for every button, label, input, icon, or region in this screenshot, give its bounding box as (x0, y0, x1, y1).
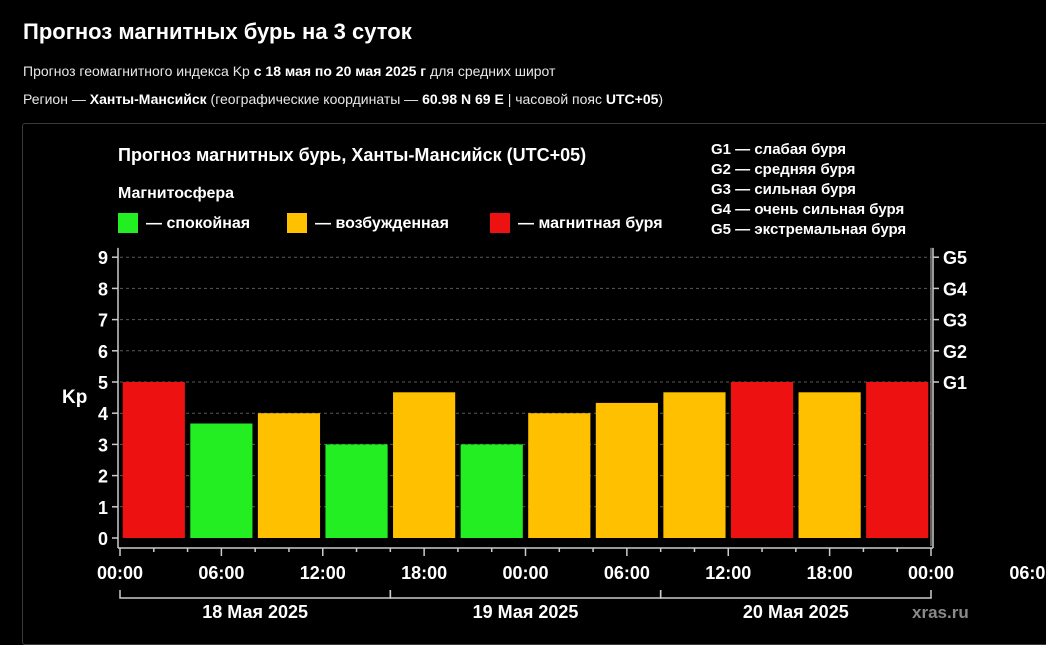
y-tick-label: 9 (98, 248, 108, 268)
day-bracket (119, 590, 392, 599)
x-tick-label: 12:00 (300, 563, 346, 583)
region-timezone: UTC+05 (605, 91, 659, 107)
subtitle-suffix: для средних широт (426, 63, 556, 79)
g-scale-g2: G2 — средняя буря (711, 161, 855, 178)
kp-bar (190, 423, 253, 538)
kp-forecast-chart: Прогноз магнитных бурь, Ханты-Мансийск (… (62, 141, 1046, 622)
region-name: Ханты-Мансийск (89, 91, 207, 107)
g-scale-g3: G3 — сильная буря (711, 181, 856, 198)
y-tick-label: 8 (98, 279, 108, 299)
kp-bar (528, 413, 591, 538)
x-tick-label: 06:00 (198, 563, 244, 583)
chart-title: Прогноз магнитных бурь, Ханты-Мансийск (… (118, 145, 586, 165)
kp-bar (122, 382, 185, 538)
y-tick-label: 5 (98, 373, 108, 393)
g-tick-label: G4 (943, 279, 967, 299)
legend-label-calm: — спокойная (146, 215, 250, 232)
x-tick-label: 18:00 (807, 563, 853, 583)
y-axis-label: Kp (62, 387, 87, 408)
subtitle-dates: с 18 мая по 20 мая 2025 г (253, 63, 427, 79)
kp-bar (663, 392, 726, 538)
region-close: ) (658, 91, 664, 107)
watermark: xras.ru (912, 603, 969, 622)
legend-title: Магнитосфера (118, 185, 234, 202)
y-tick-label: 4 (98, 404, 108, 424)
axes: 0 1 2 3 4 5 6 7 8 9 G1 G2 G3 G4 G5 00:00 06:00 12:00 18:00… (97, 247, 1046, 622)
g-tick-label: G1 (943, 373, 967, 393)
y-tick-label: 1 (98, 498, 108, 518)
grid-lines (120, 247, 932, 546)
g-scale-g1: G1 — слабая буря (711, 141, 846, 158)
legend-label-excited: — возбужденная (315, 215, 449, 232)
g-tick-label: G2 (943, 342, 967, 362)
x-tick-label: 00:00 (502, 563, 548, 583)
x-tick-label: 06:00 (604, 563, 650, 583)
legend-swatch-calm (118, 213, 138, 233)
g-tick-label: G5 (943, 248, 967, 268)
page-title: Прогноз магнитных бурь на 3 суток (23, 19, 412, 44)
bars (122, 382, 929, 538)
kp-bar (595, 402, 658, 538)
subtitle-prefix: Прогноз геомагнитного индекса Kp (23, 63, 254, 79)
legend-swatch-excited (287, 213, 307, 233)
region-coords: 60.98 N 69 E (422, 91, 504, 107)
y-tick-label: 2 (98, 467, 108, 487)
g-tick-label: G3 (943, 311, 967, 331)
y-tick-label: 7 (98, 311, 108, 331)
region-line: Регион — Ханты-Мансийск (географические … (23, 91, 663, 107)
y-tick-label: 0 (98, 529, 108, 549)
g-scale-g5: G5 — экстремальная буря (711, 221, 906, 238)
day-label: 19 Мая 2025 (473, 602, 579, 622)
kp-bar (798, 392, 861, 538)
kp-bar (460, 444, 523, 538)
kp-bar (730, 382, 794, 538)
kp-bar (866, 382, 929, 538)
day-label: 20 Мая 2025 (743, 602, 849, 622)
kp-bar (325, 444, 388, 538)
kp-bar (257, 413, 321, 538)
y-tick-label: 3 (98, 435, 108, 455)
x-tick-label: 06:00 (1009, 563, 1046, 583)
x-tick-label: 00:00 (97, 563, 143, 583)
day-label: 18 Мая 2025 (202, 602, 308, 622)
legend-label-storm: — магнитная буря (518, 215, 663, 232)
legend-swatch-storm (490, 213, 510, 233)
kp-bar (393, 392, 456, 538)
g-scale-g4: G4 — очень сильная буря (711, 201, 904, 218)
day-bracket (389, 590, 662, 599)
x-tick-label: 18:00 (401, 563, 447, 583)
y-tick-label: 6 (98, 342, 108, 362)
region-coords-prefix: (географические координаты — (206, 91, 423, 107)
page-subtitle: Прогноз геомагнитного индекса Kp с 18 ма… (23, 63, 555, 79)
day-bracket (659, 590, 932, 599)
x-tick-label: 12:00 (705, 563, 751, 583)
region-tz-prefix: | часовой пояс (503, 91, 606, 107)
region-label: Регион — (23, 91, 90, 107)
x-tick-label: 00:00 (908, 563, 954, 583)
